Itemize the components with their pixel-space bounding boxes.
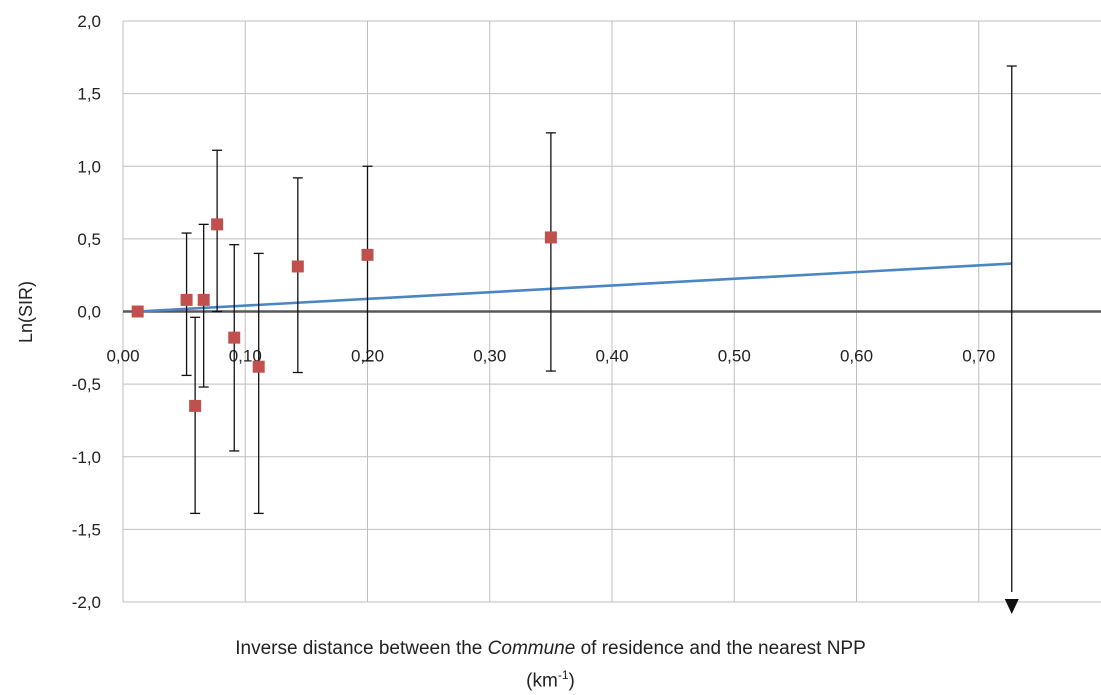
x-tick-label: 0,50 (718, 347, 751, 366)
x-axis-title-italic: Commune (487, 638, 576, 659)
x-tick-label: 0,70 (962, 347, 995, 366)
error-bar-arrow-down (1004, 599, 1019, 614)
trend-line (137, 262, 1012, 313)
trend-line-layer (137, 262, 1012, 313)
data-point (544, 231, 557, 244)
x-axis-title-post: of residence and the nearest NPP (575, 638, 866, 659)
y-tick-label: -0,5 (72, 375, 101, 394)
y-tick-label: 1,0 (77, 157, 101, 176)
y-tick-labels: 2,0 1,5 1,0 0,5 0,0 -0,5 -1,0 -1,5 -2,0 (72, 12, 101, 612)
data-point (131, 305, 144, 318)
x-tick-label: 0,00 (106, 347, 139, 366)
y-axis-title: Ln(SIR) (16, 281, 36, 343)
x-tick-label: 0,40 (595, 347, 628, 366)
data-point (197, 293, 210, 306)
x-axis-unit-close: ) (568, 670, 575, 692)
x-axis-title-pre: Inverse distance between the (235, 638, 488, 659)
x-axis-unit-open: (km (526, 670, 558, 692)
y-tick-label: -2,0 (72, 593, 101, 612)
y-tick-label: 0,0 (77, 303, 101, 322)
data-point (361, 248, 374, 261)
error-bars (181, 65, 1019, 614)
x-axis-title: Inverse distance between the Commune of … (0, 636, 1101, 694)
x-axis-unit-sup: -1 (557, 668, 569, 682)
data-point (291, 260, 304, 273)
y-tick-label: 0,5 (77, 230, 101, 249)
x-axis-title-line1: Inverse distance between the Commune of … (0, 636, 1101, 662)
x-axis-title-line2: (km-1) (0, 662, 1101, 694)
y-tick-label: 2,0 (77, 12, 101, 31)
y-tick-label: 1,5 (77, 85, 101, 104)
data-points (131, 218, 557, 412)
data-point (252, 360, 265, 373)
x-tick-label: 0,30 (473, 347, 506, 366)
y-tick-label: -1,5 (72, 520, 101, 539)
data-point (180, 293, 193, 306)
data-point (228, 331, 241, 344)
chart: 2,01,51,00,50,0-0,5-1,0-1,5-2,0 0,00 0,10… (16, 12, 1101, 614)
data-point (211, 218, 224, 231)
data-point (189, 399, 202, 412)
y-tick-label: -1,0 (72, 448, 101, 467)
x-tick-label: 0,60 (840, 347, 873, 366)
